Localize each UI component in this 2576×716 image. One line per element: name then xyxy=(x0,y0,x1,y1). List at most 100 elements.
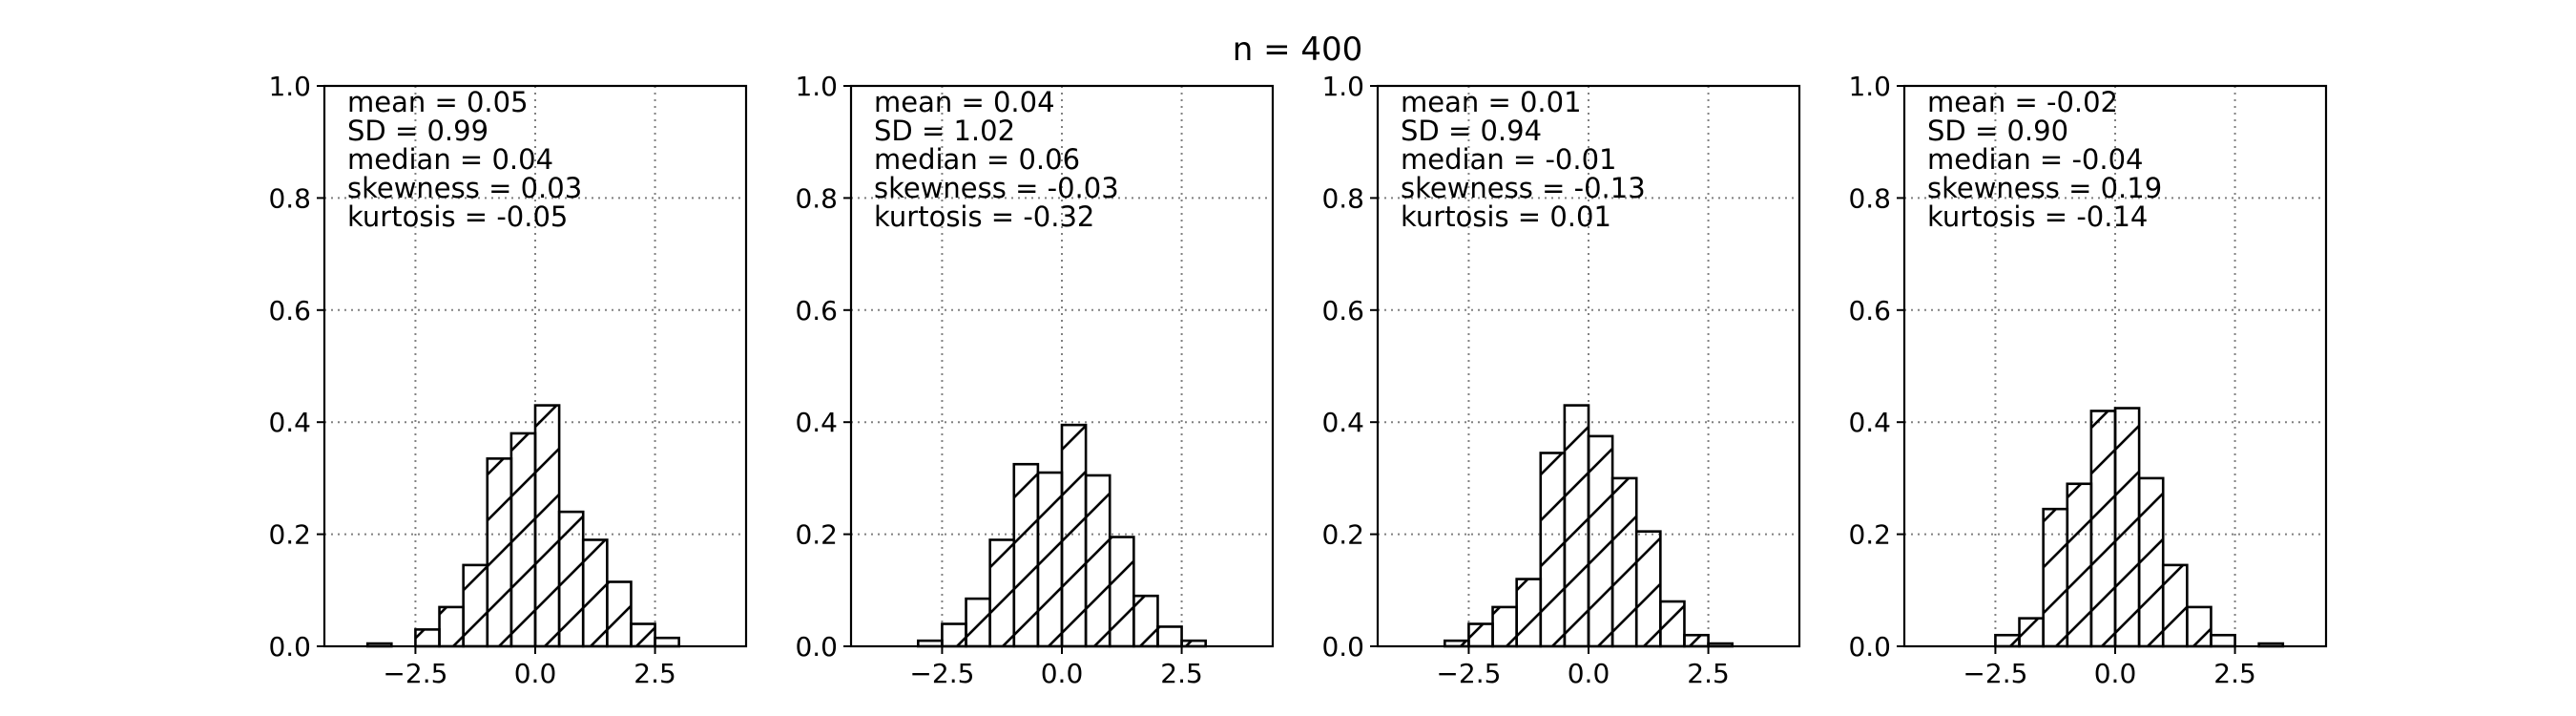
x-tick-label: −2.5 xyxy=(1436,658,1501,689)
y-tick-label: 0.4 xyxy=(268,407,311,438)
stats-annotation: skewness = 0.19 xyxy=(1927,172,2162,204)
y-tick-label: 0.6 xyxy=(1848,295,1891,326)
histogram-bar xyxy=(1036,471,1064,648)
histogram-bar xyxy=(1084,474,1111,648)
y-tick-label: 1.0 xyxy=(268,71,311,102)
histogram-bar xyxy=(1563,404,1590,648)
histogram-bar xyxy=(1132,594,1159,648)
y-tick-label: 0.8 xyxy=(795,182,838,214)
stats-annotation: mean = -0.02 xyxy=(1927,86,2118,118)
y-tick-label: 0.0 xyxy=(268,631,311,663)
histogram-bar xyxy=(2137,476,2165,648)
x-tick-label: −2.5 xyxy=(909,658,974,689)
y-tick-label: 0.6 xyxy=(268,295,311,326)
histogram-bar xyxy=(1491,605,1518,648)
stats-annotation: mean = 0.05 xyxy=(347,86,529,118)
histogram-bar xyxy=(1659,600,1686,648)
histogram-bar xyxy=(2066,482,2093,648)
y-tick-label: 0.0 xyxy=(795,631,838,663)
y-tick-label: 1.0 xyxy=(1321,71,1364,102)
histogram-bar xyxy=(965,597,991,648)
y-tick-label: 0.4 xyxy=(1848,407,1891,438)
x-tick-label: 0.0 xyxy=(1041,658,1084,689)
histogram-bar xyxy=(533,404,561,648)
histogram-bar xyxy=(654,636,680,648)
y-tick-label: 0.2 xyxy=(268,519,311,551)
y-tick-label: 0.6 xyxy=(795,295,838,326)
y-tick-label: 0.4 xyxy=(1321,407,1364,438)
histogram-bar xyxy=(1539,452,1567,648)
subplot-2: −2.5 0.0 2.5 0.0 0.2 0.4 0.6 0.8 1.0 mean = 0.04S… xyxy=(795,71,1275,689)
y-tick-label: 0.0 xyxy=(1321,631,1364,663)
stats-annotation: mean = 0.01 xyxy=(1401,86,1582,118)
histogram-bar xyxy=(462,563,489,648)
histogram-bar xyxy=(486,457,513,648)
histogram-bar xyxy=(941,622,967,648)
histogram-bar xyxy=(438,605,465,648)
y-tick-label: 0.8 xyxy=(268,182,311,214)
stats-annotation: SD = 1.02 xyxy=(874,115,1015,147)
subplot-4: −2.5 0.0 2.5 0.0 0.2 0.4 0.6 0.8 1.0 mean = -0.02… xyxy=(1848,71,2328,689)
histogram-bar xyxy=(1060,423,1088,648)
y-tick-label: 0.2 xyxy=(1321,519,1364,551)
stats-annotation: mean = 0.04 xyxy=(874,86,1055,118)
x-tick-label: 2.5 xyxy=(2213,658,2256,689)
y-tick-label: 1.0 xyxy=(1848,71,1891,102)
histogram-bar xyxy=(414,628,441,648)
histogram-bar xyxy=(581,538,609,648)
stats-annotation: kurtosis = -0.32 xyxy=(874,200,1094,233)
histogram-bar xyxy=(2018,617,2045,648)
stats-annotation: median = -0.04 xyxy=(1927,143,2143,176)
subplots: −2.5 0.0 2.50.00.20.40.60.81.0 mean = 0.05S… xyxy=(268,71,2328,689)
y-tick-label: 0.8 xyxy=(1848,182,1891,214)
stats-annotation: median = -0.01 xyxy=(1401,143,1616,176)
histogram-bar xyxy=(1610,476,1638,648)
x-tick-label: 0.0 xyxy=(2094,658,2137,689)
histogram-bar xyxy=(557,510,585,648)
y-tick-label: 0.6 xyxy=(1321,295,1364,326)
stats-annotation: median = 0.04 xyxy=(347,143,553,176)
stats-annotation: kurtosis = 0.01 xyxy=(1401,200,1611,233)
histogram-bar xyxy=(1634,530,1662,648)
histogram-bar xyxy=(2161,563,2189,648)
subplot-3: −2.5 0.0 2.5 0.0 0.2 0.4 0.6 0.8 1.0 mean = 0.01S… xyxy=(1321,71,1801,689)
stats-annotation: SD = 0.99 xyxy=(347,115,488,147)
y-tick-label: 0.0 xyxy=(1848,631,1891,663)
stats-annotation: SD = 0.90 xyxy=(1927,115,2068,147)
x-tick-label: 2.5 xyxy=(634,658,676,689)
histogram-bar xyxy=(1587,434,1614,648)
subplot-1: −2.5 0.0 2.5 0.0 0.2 0.4 0.6 0.8 1.0 mean = 0.05S… xyxy=(268,71,748,689)
histogram-bar xyxy=(1108,536,1135,648)
x-tick-label: −2.5 xyxy=(1963,658,2027,689)
stats-annotation: skewness = -0.13 xyxy=(1401,172,1646,204)
histogram-bar xyxy=(2113,407,2141,648)
stats-annotation: kurtosis = -0.05 xyxy=(347,200,568,233)
y-tick-label: 0.2 xyxy=(1848,519,1891,551)
histogram-bar xyxy=(988,538,1016,648)
histogram-bar xyxy=(1012,462,1040,648)
stats-annotation: skewness = -0.03 xyxy=(874,172,1119,204)
histogram-bar xyxy=(2186,605,2212,648)
figure-title: n = 400 xyxy=(1233,31,1363,69)
x-tick-label: 2.5 xyxy=(1687,658,1730,689)
histogram-bar xyxy=(1994,633,2021,648)
stats-annotation: median = 0.06 xyxy=(874,143,1080,176)
histogram-bar xyxy=(606,580,633,648)
x-tick-label: 0.0 xyxy=(1568,658,1610,689)
y-tick-label: 0.4 xyxy=(795,407,838,438)
histogram-bar xyxy=(1515,578,1543,648)
histogram-bar xyxy=(1683,633,1710,648)
histogram-bar xyxy=(2210,633,2236,648)
y-tick-label: 0.2 xyxy=(795,519,838,551)
histogram-bar xyxy=(2089,410,2117,648)
y-tick-label: 0.8 xyxy=(1321,182,1364,214)
x-tick-label: 0.0 xyxy=(514,658,557,689)
x-tick-label: 2.5 xyxy=(1160,658,1203,689)
stats-annotation: SD = 0.94 xyxy=(1401,115,1542,147)
histogram-bar xyxy=(630,622,656,648)
histogram-bar xyxy=(1156,625,1183,648)
histogram-bar xyxy=(2042,507,2069,648)
histogram-bar xyxy=(509,432,537,648)
stats-annotation: kurtosis = -0.14 xyxy=(1927,200,2148,233)
